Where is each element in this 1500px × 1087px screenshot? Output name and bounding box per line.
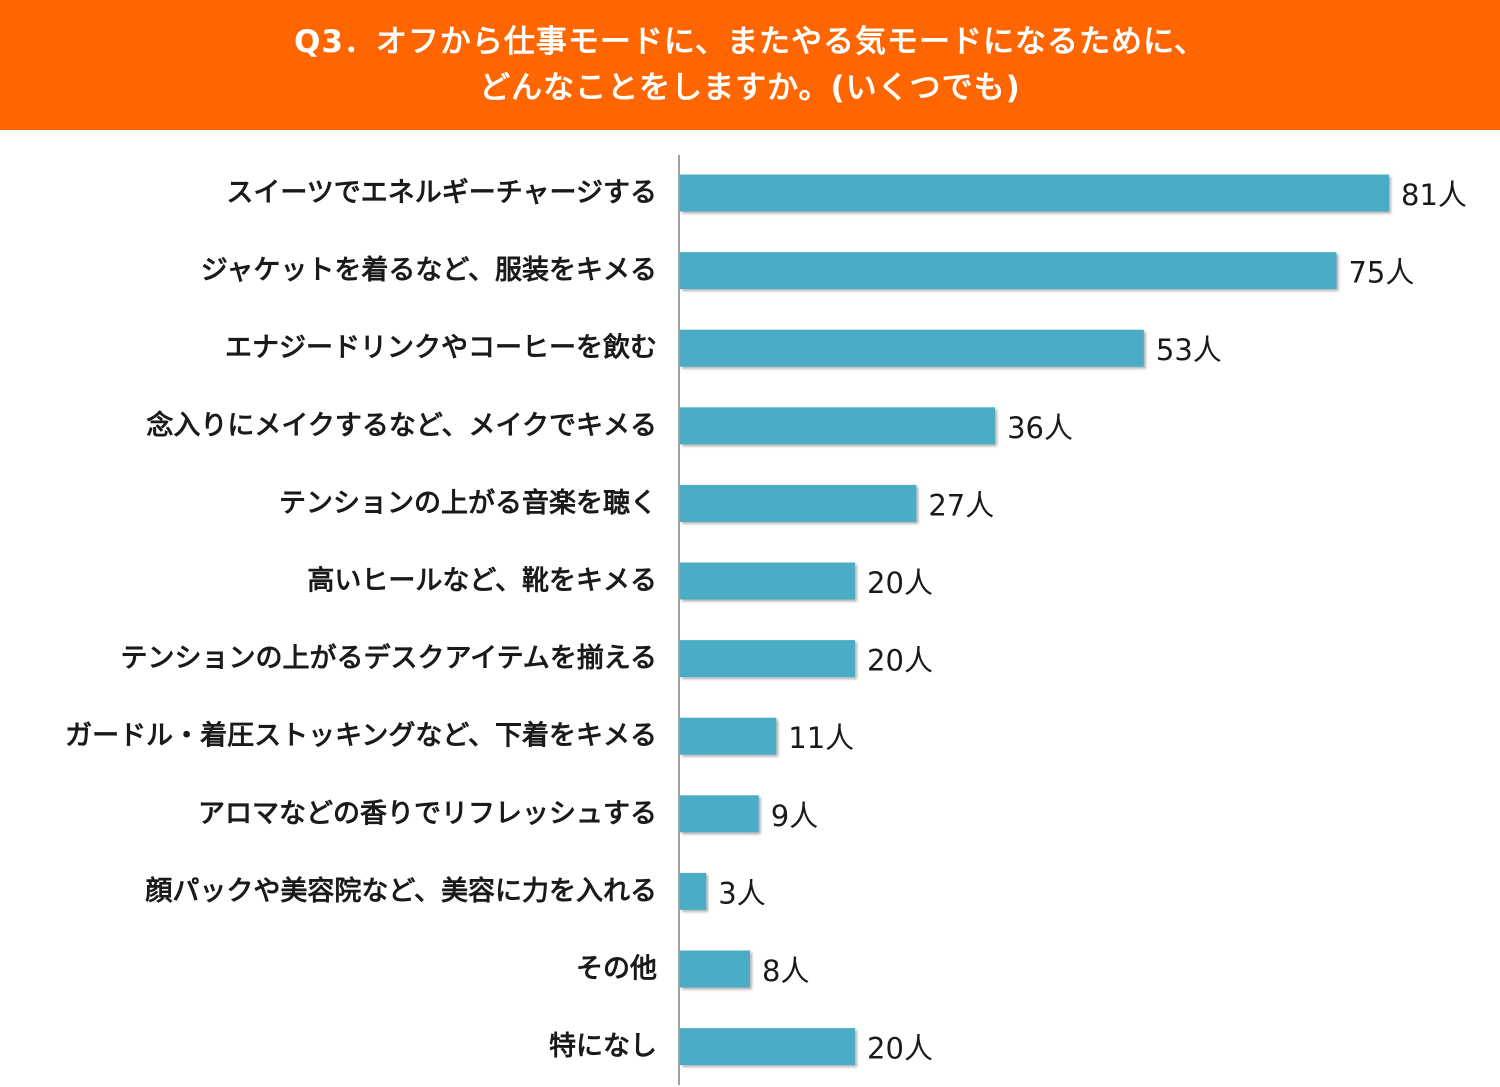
- bar-11: [680, 1028, 856, 1066]
- value-label-3: 36人: [1007, 411, 1073, 445]
- chart-title: Q3．オフから仕事モードに、またやる気モードになるために、 どんなことをしますか…: [0, 0, 1500, 130]
- chart-title-line-2: どんなことをしますか。(いくつでも): [479, 70, 1021, 106]
- value-label-8: 9人: [771, 799, 818, 833]
- category-label-4: テンションの上がる音楽を聴く: [279, 487, 657, 519]
- chart-title-line-1: Q3．オフから仕事モードに、またやる気モードになるために、: [293, 24, 1207, 60]
- value-label-4: 27人: [928, 488, 994, 522]
- category-label-2: エナジードリンクやコーヒーを飲む: [225, 332, 657, 364]
- category-label-9: 顔パックや美容院など、美容に力を入れる: [144, 875, 657, 907]
- bar-2: [680, 329, 1144, 367]
- value-label-0: 81人: [1401, 178, 1467, 212]
- category-label-1: ジャケットを着るなど、服装をキメる: [201, 254, 657, 286]
- bar-10: [680, 950, 751, 988]
- category-label-10: その他: [576, 954, 657, 985]
- value-label-6: 20人: [867, 644, 933, 678]
- category-label-5: 高いヒールなど、靴をキメる: [307, 565, 657, 597]
- bar-6: [680, 640, 856, 678]
- bar-5: [680, 562, 856, 600]
- category-label-8: アロマなどの香りでリフレッシュする: [198, 798, 657, 829]
- value-label-10: 8人: [762, 954, 809, 988]
- value-label-5: 20人: [867, 566, 933, 600]
- bar-8: [680, 795, 759, 833]
- category-label-7: ガードル・着圧ストッキングなど、下着をキメる: [65, 720, 657, 752]
- value-label-11: 20人: [867, 1032, 933, 1066]
- category-label-11: 特になし: [549, 1031, 657, 1062]
- value-label-1: 75人: [1348, 256, 1414, 290]
- category-label-3: 念入りにメイクするなど、メイクでキメる: [146, 409, 657, 441]
- bar-4: [680, 484, 917, 522]
- bar-7: [680, 717, 777, 755]
- value-label-7: 11人: [788, 721, 854, 755]
- value-label-2: 53人: [1156, 333, 1222, 367]
- category-label-0: スイーツでエネルギーチャージする: [226, 178, 657, 209]
- bar-9: [680, 872, 707, 910]
- category-label-6: テンションの上がるデスクアイテムを揃える: [121, 642, 658, 674]
- bar-3: [680, 407, 996, 445]
- bar-0: [680, 174, 1389, 212]
- bar-1: [680, 252, 1337, 290]
- value-label-9: 3人: [718, 876, 765, 910]
